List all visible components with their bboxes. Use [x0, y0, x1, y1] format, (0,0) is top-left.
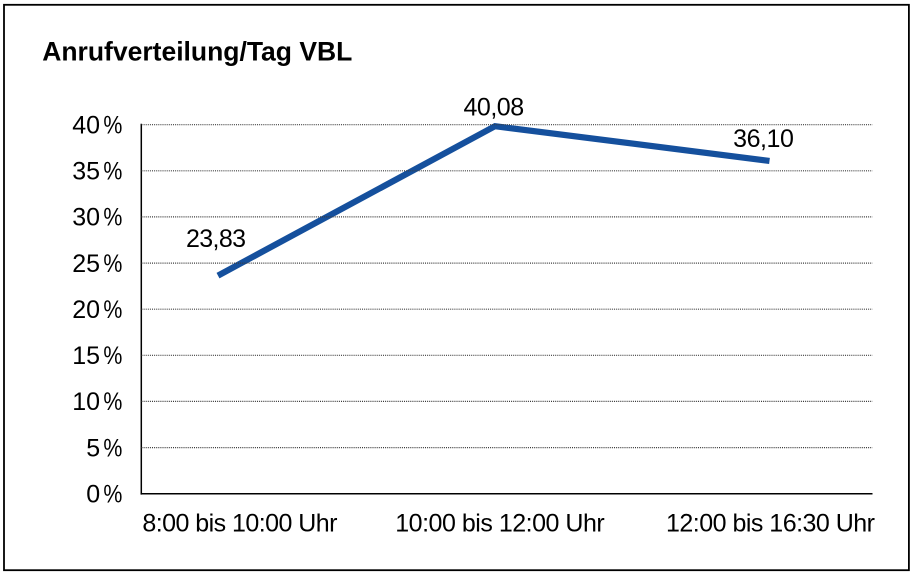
svg-text:25: 25 — [72, 250, 100, 278]
svg-text:%: % — [103, 296, 122, 324]
svg-text:8:00 bis 10:00 Uhr: 8:00 bis 10:00 Uhr — [142, 510, 337, 538]
svg-text:%: % — [103, 434, 122, 462]
svg-text:35: 35 — [72, 158, 100, 186]
svg-text:15: 15 — [72, 342, 100, 370]
svg-text:12:00 bis 16:30 Uhr: 12:00 bis 16:30 Uhr — [666, 510, 875, 538]
svg-text:%: % — [103, 342, 122, 370]
svg-text:%: % — [103, 480, 122, 508]
svg-text:10:00 bis 12:00 Uhr: 10:00 bis 12:00 Uhr — [395, 510, 605, 538]
svg-text:40: 40 — [72, 111, 100, 139]
svg-text:23,83: 23,83 — [186, 225, 246, 253]
svg-text:30: 30 — [72, 204, 100, 232]
svg-text:5: 5 — [86, 434, 100, 462]
svg-text:40,08: 40,08 — [463, 94, 524, 122]
svg-text:20: 20 — [72, 296, 100, 324]
svg-text:%: % — [103, 111, 122, 139]
svg-text:10: 10 — [72, 388, 100, 416]
svg-text:0: 0 — [86, 480, 100, 508]
svg-text:%: % — [103, 204, 122, 232]
svg-text:%: % — [103, 158, 122, 186]
svg-text:%: % — [103, 250, 122, 278]
svg-text:%: % — [103, 388, 122, 416]
svg-text:Anrufverteilung/Tag VBL: Anrufverteilung/Tag VBL — [42, 36, 352, 66]
svg-text:36,10: 36,10 — [733, 125, 794, 153]
